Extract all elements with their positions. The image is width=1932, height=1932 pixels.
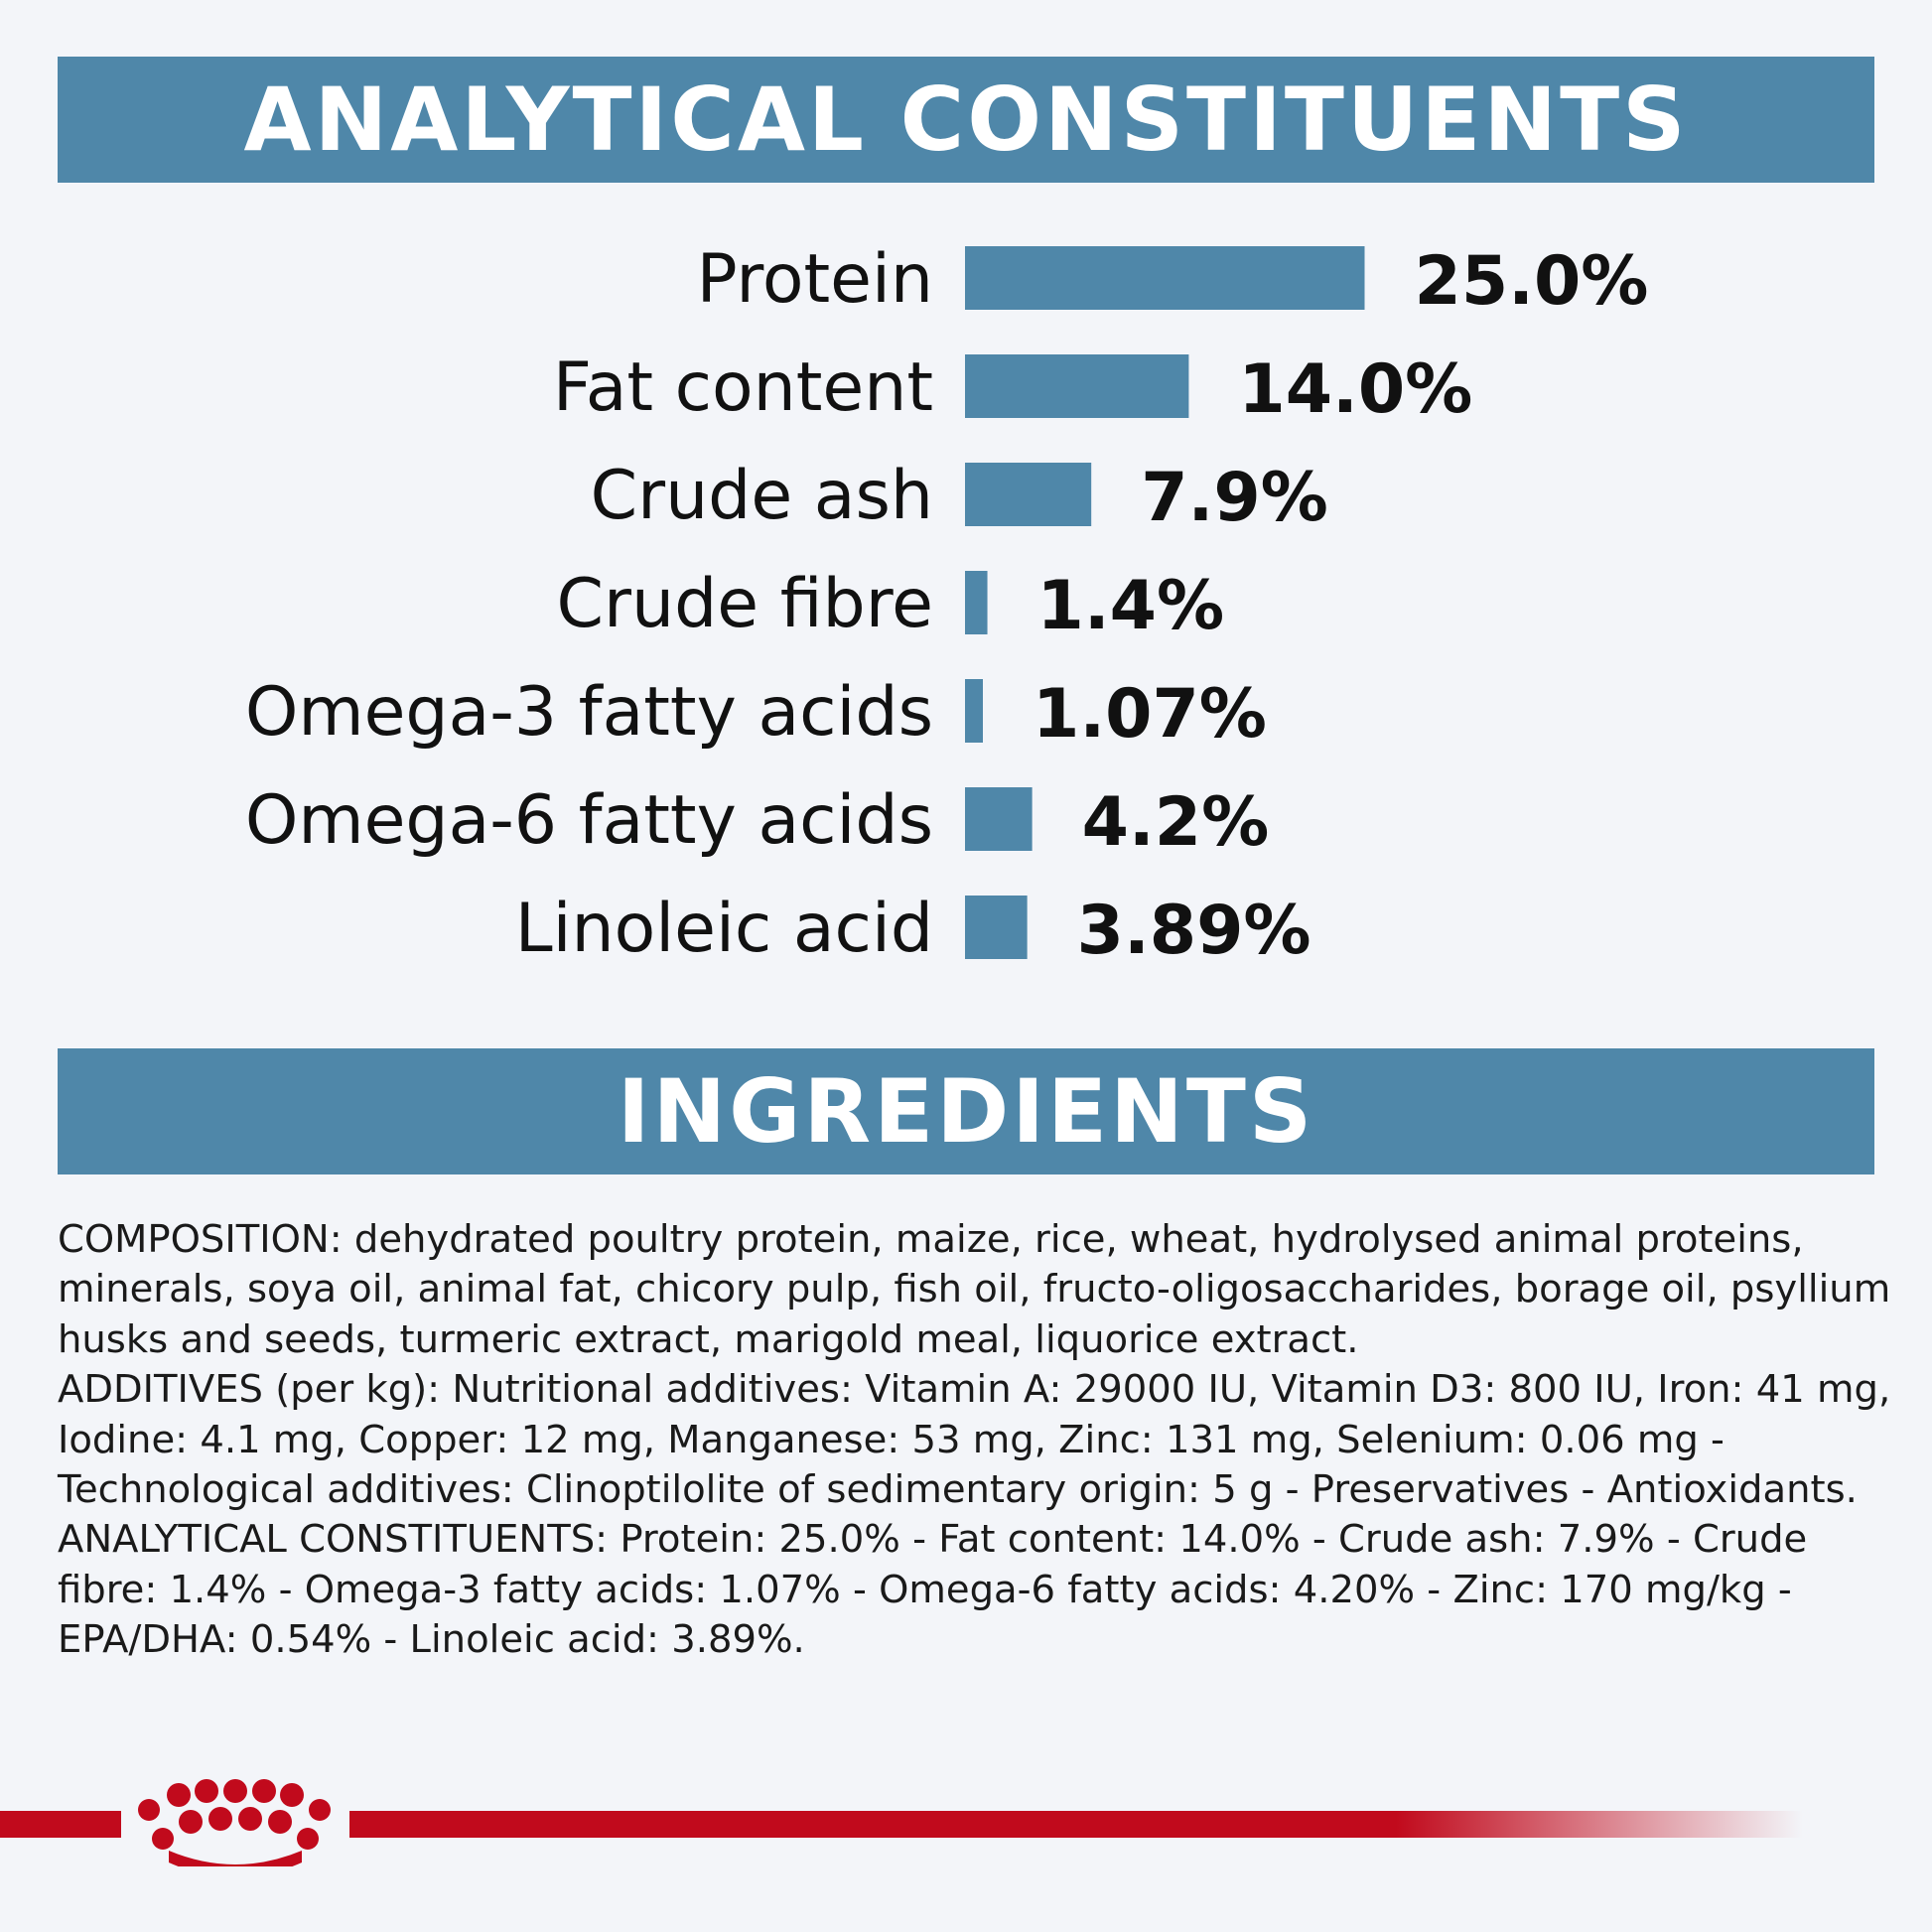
ingredients-banner: INGREDIENTS	[58, 1048, 1874, 1174]
category-label-crude-ash: Crude ash	[591, 457, 933, 535]
composition-text: COMPOSITION: dehydrated poultry protein,…	[58, 1217, 1891, 1362]
category-label-fat-content: Fat content	[553, 348, 933, 427]
bar-fat-content	[965, 354, 1189, 418]
ingredients-text: COMPOSITION: dehydrated poultry protein,…	[58, 1215, 1894, 1666]
analytical-constituents-text: ANALYTICAL CONSTITUENTS: Protein: 25.0% …	[58, 1517, 1808, 1663]
analytical-constituents-banner: ANALYTICAL CONSTITUENTS	[58, 57, 1874, 183]
ingredients-title: INGREDIENTS	[617, 1060, 1315, 1163]
bar-crude-ash	[965, 463, 1092, 526]
value-label-fat-content: 14.0%	[1238, 350, 1472, 429]
additives-text: ADDITIVES (per kg): Nutritional additive…	[58, 1367, 1891, 1513]
value-label-crude-fibre: 1.4%	[1037, 567, 1225, 645]
analytical-bar-chart: Protein 25.0% Fat content 14.0% Crude ash 7.9…	[245, 240, 1649, 970]
crown-logo-icon	[138, 1779, 331, 1866]
footer-line-left	[0, 1811, 121, 1838]
value-label-linoleic-acid: 3.89%	[1077, 892, 1311, 970]
category-label-linoleic-acid: Linoleic acid	[515, 890, 933, 968]
bar-linoleic-acid	[965, 896, 1028, 959]
value-label-omega-3-fatty-acids: 1.07%	[1033, 675, 1267, 754]
bar-omega-3-fatty-acids	[965, 679, 983, 743]
category-label-protein: Protein	[697, 240, 933, 319]
analytical-constituents-title: ANALYTICAL CONSTITUENTS	[243, 69, 1689, 171]
value-label-omega-6-fatty-acids: 4.2%	[1082, 783, 1270, 862]
value-label-protein: 25.0%	[1415, 242, 1649, 321]
category-label-omega-3-fatty-acids: Omega-3 fatty acids	[245, 673, 933, 752]
footer-line-right	[349, 1811, 1803, 1838]
bar-protein	[965, 246, 1365, 310]
bar-crude-fibre	[965, 571, 988, 634]
brand-footer	[0, 1779, 1803, 1866]
bar-omega-6-fatty-acids	[965, 787, 1033, 851]
category-label-omega-6-fatty-acids: Omega-6 fatty acids	[245, 781, 933, 860]
value-label-crude-ash: 7.9%	[1141, 459, 1328, 537]
category-label-crude-fibre: Crude fibre	[557, 565, 933, 643]
